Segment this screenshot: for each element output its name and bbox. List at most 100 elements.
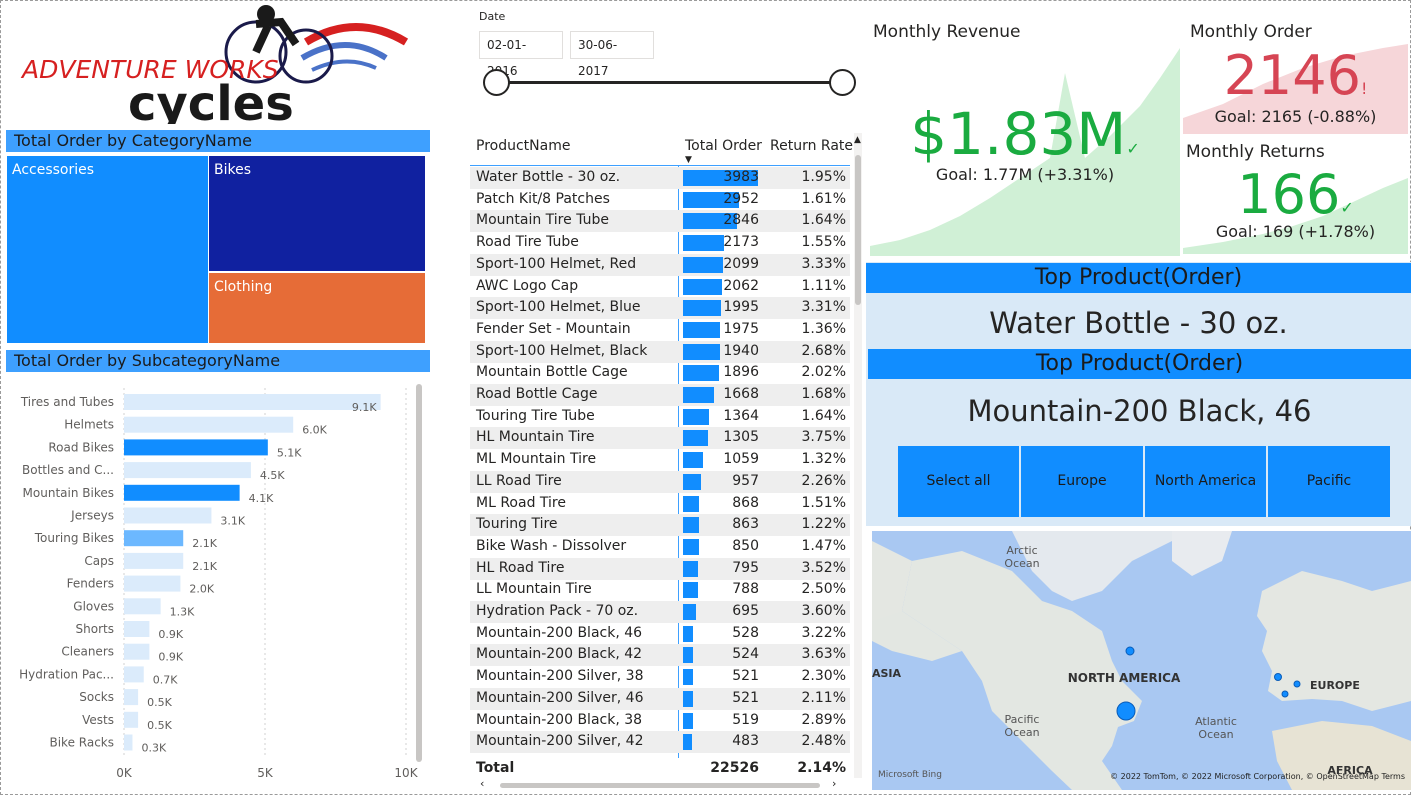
return-rate: 1.61% xyxy=(801,190,846,207)
kpi-monthly-returns[interactable]: Monthly Returns 166✓ Goal: 169 (+1.78%) xyxy=(1183,138,1408,254)
table-row[interactable]: Mountain-200 Black, 46 528 3.22% xyxy=(470,623,850,645)
table-row[interactable]: Mountain-200 Black, 38 519 2.89% xyxy=(470,710,850,732)
end-date-input[interactable]: 30-06-2017 xyxy=(570,31,654,78)
table-row[interactable]: ML Road Tire 868 1.51% xyxy=(470,493,850,515)
treemap-tile-clothing[interactable]: Clothing xyxy=(209,273,425,343)
scroll-right-icon[interactable]: › xyxy=(832,777,837,790)
bar[interactable] xyxy=(124,734,133,751)
map-point-usa[interactable] xyxy=(1116,701,1136,721)
date-range-track[interactable] xyxy=(497,81,843,84)
bar[interactable] xyxy=(124,666,144,683)
bar[interactable] xyxy=(124,621,150,637)
chart-scrollbar[interactable] xyxy=(416,384,422,762)
product-name: HL Road Tire xyxy=(476,559,565,576)
value-label: 9.1K xyxy=(352,401,377,414)
column-header-return-rate[interactable]: Return Rate xyxy=(770,138,854,154)
table-row[interactable]: HL Mountain Tire 1305 3.75% xyxy=(470,427,850,450)
product-name: Patch Kit/8 Patches xyxy=(476,190,610,207)
table-row[interactable]: Patch Kit/8 Patches 2952 1.61% xyxy=(470,189,850,211)
adventure-works-logo: ADVENTURE WORKS cycles xyxy=(6,2,430,132)
map-point-france[interactable] xyxy=(1281,690,1289,698)
table-row[interactable]: Sport-100 Helmet, Black 1940 2.68% xyxy=(470,340,850,363)
returns-title: Monthly Returns xyxy=(1186,142,1325,162)
returns-goal: Goal: 169 (+1.78%) xyxy=(1215,222,1376,241)
bar[interactable] xyxy=(124,643,150,660)
cyclist-icon: ADVENTURE WORKS cycles xyxy=(20,5,409,132)
table-total-row: Total 22526 2.14% xyxy=(470,758,850,780)
bar[interactable] xyxy=(124,711,139,728)
scroll-left-icon[interactable]: ‹ xyxy=(480,777,485,790)
subcategory-bar-chart: 0K 5K 10K Tires and Tubes 9.1K Helmets 6.0K Roa… xyxy=(6,382,424,782)
total-order: 795 xyxy=(732,559,759,576)
table-row[interactable]: AWC Logo Cap 2062 1.11% xyxy=(470,276,850,298)
table-horizontal-scrollbar[interactable]: ‹ › xyxy=(470,777,850,790)
column-header-productname[interactable]: ProductName xyxy=(476,138,571,154)
kpi-monthly-order[interactable]: Monthly Order 2146! Goal: 2165 (-0.88%) xyxy=(1183,18,1408,134)
table-row[interactable]: Road Bottle Cage 1668 1.68% xyxy=(470,384,850,406)
treemap-tile-bikes[interactable]: Bikes xyxy=(209,156,425,271)
total-order: 2173 xyxy=(723,234,759,251)
table-row[interactable]: Mountain Tire Tube 2846 1.64% xyxy=(470,210,850,233)
column-header-total-order[interactable]: Total Order xyxy=(685,138,762,154)
product-name: HL Mountain Tire xyxy=(476,429,595,446)
order-databar xyxy=(683,712,693,729)
bar[interactable] xyxy=(124,552,184,569)
scroll-up-icon[interactable]: ▲ xyxy=(854,135,861,145)
order-databar xyxy=(683,473,702,490)
table-row[interactable]: Road Tire Tube 2173 1.55% xyxy=(470,232,850,254)
bar[interactable] xyxy=(124,598,161,615)
table-row[interactable]: Sport-100 Helmet, Blue 1995 3.31% xyxy=(470,297,850,320)
region-button-select-all[interactable]: Select all xyxy=(898,446,1019,517)
bar[interactable] xyxy=(124,575,181,592)
table-row[interactable]: Mountain-200 Silver, 42 483 2.48% xyxy=(470,731,850,754)
map-point-canada[interactable] xyxy=(1125,646,1135,656)
table-row[interactable]: Touring Tire 863 1.22% xyxy=(470,514,850,537)
bar[interactable] xyxy=(124,507,212,524)
table-row[interactable]: Water Bottle - 30 oz. 3983 1.95% xyxy=(470,167,850,189)
table-row[interactable]: Sport-100 Helmet, Red 2099 3.33% xyxy=(470,253,850,276)
map-label-atlantic-ocean: Atlantic Ocean xyxy=(1195,715,1237,741)
table-row[interactable]: HL Road Tire 795 3.52% xyxy=(470,557,850,580)
bar[interactable] xyxy=(124,530,184,547)
return-rate: 1.22% xyxy=(801,516,846,533)
map-point-uk[interactable] xyxy=(1274,673,1282,681)
bar[interactable] xyxy=(124,416,294,433)
table-body: Water Bottle - 30 oz. 3983 1.95% Patch Kit/… xyxy=(470,167,850,757)
table-row[interactable]: Mountain-200 Black, 42 524 3.63% xyxy=(470,644,850,667)
table-row[interactable]: Mountain Bottle Cage 1896 2.02% xyxy=(470,362,850,384)
table-row[interactable]: Touring Tire Tube 1364 1.64% xyxy=(470,406,850,428)
table-row[interactable]: Hydration Pack - 70 oz. 695 3.60% xyxy=(470,601,850,623)
top-product-2-value: Mountain-200 Black, 46 xyxy=(868,382,1411,440)
bar[interactable] xyxy=(124,394,381,410)
treemap-tile-accessories[interactable]: Accessories xyxy=(7,156,208,343)
slider-start-handle[interactable] xyxy=(483,69,510,96)
total-order: 2099 xyxy=(723,255,759,272)
table-row[interactable]: Bike Wash - Dissolver 850 1.47% xyxy=(470,536,850,558)
slider-end-handle[interactable] xyxy=(829,69,856,96)
start-date-input[interactable]: 02-01-2016 xyxy=(479,31,563,78)
bar[interactable] xyxy=(124,689,139,706)
total-order: 528 xyxy=(732,624,759,641)
table-row[interactable]: Fender Set - Mountain 1975 1.36% xyxy=(470,319,850,341)
bar[interactable] xyxy=(124,439,268,456)
product-name: ML Road Tire xyxy=(476,494,566,511)
region-button-pacific[interactable]: Pacific xyxy=(1268,446,1390,517)
map-point-germany[interactable] xyxy=(1293,680,1301,688)
total-order: 868 xyxy=(732,494,759,511)
bar[interactable] xyxy=(124,462,251,479)
total-order: 788 xyxy=(732,581,759,598)
sales-map[interactable]: Arctic Ocean ASIA NORTH AMERICA EUROPE Pa… xyxy=(872,531,1411,790)
table-row[interactable]: LL Road Tire 957 2.26% xyxy=(470,470,850,493)
bar[interactable] xyxy=(124,484,240,501)
order-databar xyxy=(683,625,693,642)
product-name: ML Mountain Tire xyxy=(476,451,597,468)
table-row[interactable]: Mountain-200 Silver, 46 521 2.11% xyxy=(470,687,850,710)
region-button-europe[interactable]: Europe xyxy=(1021,446,1143,517)
table-row[interactable]: Mountain-200 Silver, 38 521 2.30% xyxy=(470,666,850,688)
order-databar xyxy=(683,734,693,751)
table-row[interactable]: ML Mountain Tire 1059 1.32% xyxy=(470,449,850,471)
table-vertical-scrollbar[interactable]: ▲ xyxy=(854,133,862,778)
table-row[interactable]: LL Mountain Tire 788 2.50% xyxy=(470,579,850,601)
kpi-monthly-revenue[interactable]: Monthly Revenue $1.83M✓ Goal: 1.77M (+3.… xyxy=(870,18,1180,256)
region-button-north-america[interactable]: North America xyxy=(1145,446,1266,517)
